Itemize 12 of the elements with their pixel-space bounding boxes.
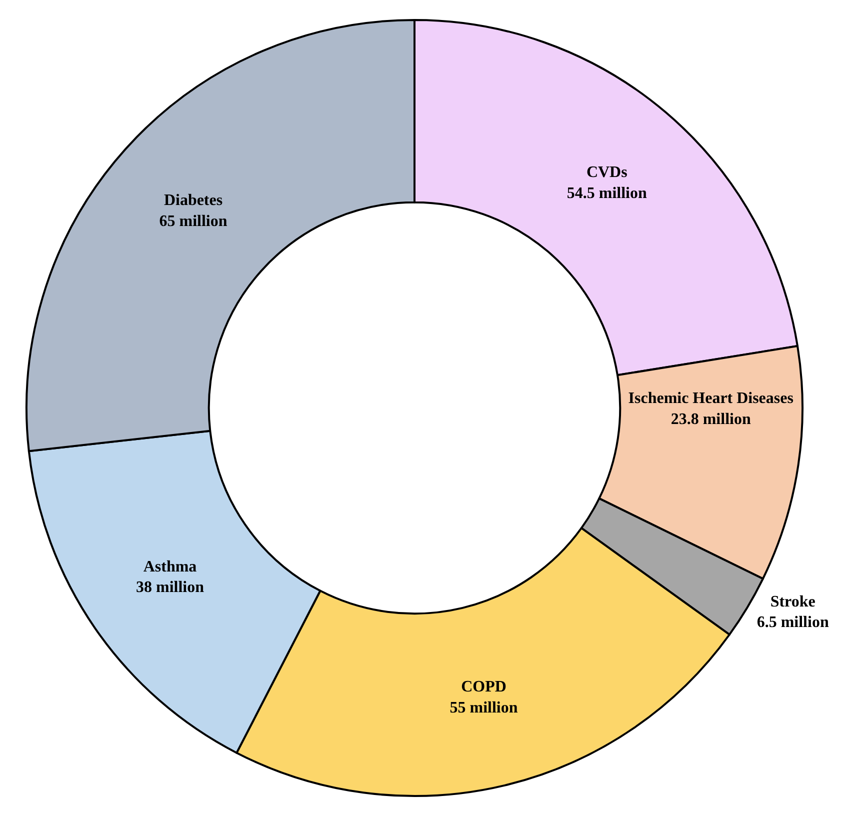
data-label: 6.5 million [756,614,829,632]
data-label: 38 million [136,579,204,596]
data-label: 23.8 million [670,410,751,428]
data-label: 55 million [450,699,518,716]
slice-label: Stroke [770,593,816,610]
data-label: 54.5 million [566,184,647,202]
slice-label: CVDs [586,164,628,182]
slice-label: Ischemic Heart Diseases [628,390,794,408]
slice-label: Diabetes [164,192,223,210]
data-label: 65 million [159,212,228,230]
slice-label: COPD [461,678,506,696]
slice-label: Asthma [143,558,197,576]
